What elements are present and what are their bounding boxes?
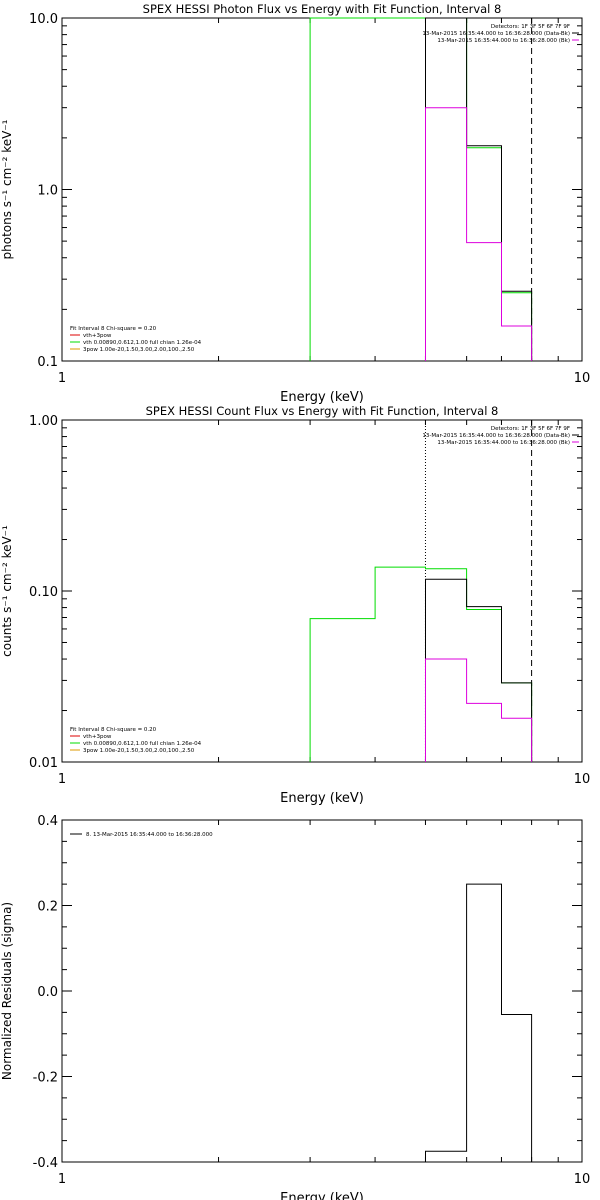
y-tick-label: 0.0	[37, 985, 58, 1000]
y-tick-label: -0.4	[33, 1156, 58, 1171]
legend-bl-text: Fit Interval 8 Chi-square = 0.20	[70, 727, 157, 733]
y-tick-label: 10.0	[29, 12, 58, 27]
plot-frame	[61, 819, 583, 1163]
y-axis: 0.1 1.0 10.0 photons s⁻¹ cm⁻² keV⁻¹	[0, 12, 582, 370]
x-tick-label: 1	[58, 1172, 66, 1187]
x-axis-label: Energy (keV)	[280, 791, 364, 806]
series-green-step	[309, 566, 533, 762]
x-tick-label: 10	[574, 772, 591, 787]
legend-tr-text: Detectors: 1F 3F 5F 6F 7F 9F	[491, 426, 570, 432]
series-magenta-step	[425, 107, 533, 361]
plot-frame	[61, 17, 583, 362]
legend-bl-text: Fit Interval 8 Chi-square = 0.20	[70, 326, 157, 332]
y-tick-label: 0.1	[37, 355, 58, 370]
y-tick-label: 0.2	[37, 900, 58, 915]
y-tick-label: 0.4	[37, 814, 58, 829]
x-tick-label: 1	[58, 371, 66, 386]
legend-tr-text: 13-Mar-2015 16:35:44.000 to 16:36:28.000…	[422, 31, 570, 37]
chart-title: SPEX HESSI Photon Flux vs Energy with Fi…	[143, 2, 502, 16]
y-axis: 0.01 0.10 1.00 counts s⁻¹ cm⁻² keV⁻¹	[0, 414, 582, 771]
y-tick-label: 1.0	[37, 184, 58, 199]
y-axis-label: photons s⁻¹ cm⁻² keV⁻¹	[0, 119, 14, 259]
y-axis-label: Normalized Residuals (sigma)	[0, 902, 14, 1080]
x-tick-label: 10	[574, 1172, 591, 1187]
series-black-step	[425, 578, 533, 762]
series-black-step	[425, 17, 533, 361]
x-axis-label: Energy (keV)	[280, 390, 364, 405]
y-tick-label: 0.01	[29, 756, 58, 771]
legend-bl-text: vth 0.00890,0.612,1.00 full chian 1.26e-…	[83, 340, 202, 346]
legend-bl-text: vth 0.00890,0.612,1.00 full chian 1.26e-…	[83, 741, 202, 747]
y-tick-label: 0.10	[29, 585, 58, 600]
legend-tr-text: 13-Mar-2015 16:35:44.000 to 16:36:28.000…	[437, 38, 570, 44]
chart-resid: 1 10 Energy (keV) -0.4 -0.2 0.0 0.2 0.4 Normaliz…	[0, 814, 590, 1200]
y-tick-label: -0.2	[33, 1071, 58, 1086]
legend-bl-text: vth+3pow	[83, 734, 112, 740]
legend-text: 8. 13-Mar-2015 16:35:44.000 to 16:36:28.…	[86, 832, 213, 838]
legend-bl-text: 3pow 1.00e-20,1.50,3.00,2.00,100.,2.50	[83, 347, 195, 353]
y-tick-label: 1.00	[29, 414, 58, 429]
chart-photon: SPEX HESSI Photon Flux vs Energy with Fi…	[0, 2, 590, 405]
x-axis-label: Energy (keV)	[280, 1191, 364, 1200]
x-tick-label: 10	[574, 371, 591, 386]
chart-title: SPEX HESSI Count Flux vs Energy with Fit…	[146, 404, 499, 418]
chart-count: SPEX HESSI Count Flux vs Energy with Fit…	[0, 404, 590, 806]
y-axis: -0.4 -0.2 0.0 0.2 0.4 Normalized Residuals (s…	[0, 814, 582, 1171]
series-magenta-step	[425, 658, 533, 762]
legend-tr-text: Detectors: 1F 3F 5F 6F 7F 9F	[491, 24, 570, 30]
legend-tr-text: 13-Mar-2015 16:35:44.000 to 16:36:28.000…	[437, 440, 570, 446]
series-black-step	[425, 883, 533, 1162]
series-green-step	[309, 17, 533, 361]
legend-bl-text: vth+3pow	[83, 333, 112, 339]
x-tick-label: 1	[58, 772, 66, 787]
x-axis: 1 10 Energy (keV)	[58, 820, 590, 1200]
plot-frame	[61, 419, 583, 763]
legend-tr-text: 13-Mar-2015 16:35:44.000 to 16:36:28.000…	[422, 433, 570, 439]
y-axis-label: counts s⁻¹ cm⁻² keV⁻¹	[0, 525, 14, 657]
legend-bl-text: 3pow 1.00e-20,1.50,3.00,2.00,100.,2.50	[83, 748, 195, 754]
